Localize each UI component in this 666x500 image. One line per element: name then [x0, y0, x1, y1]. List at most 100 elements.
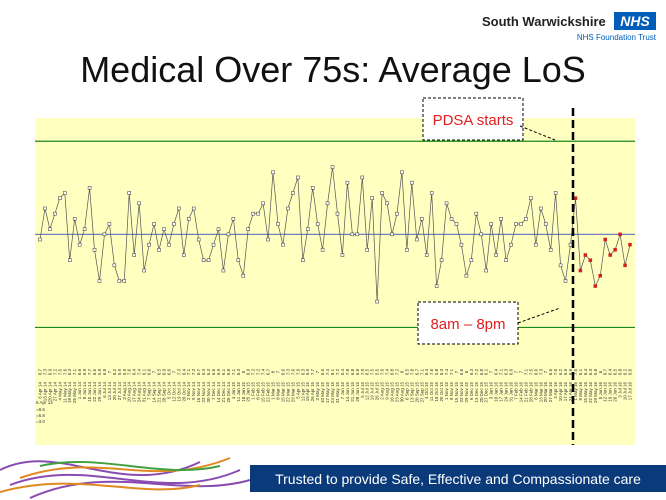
value-label: 7 — [315, 370, 320, 373]
data-point — [112, 263, 117, 268]
x-tick-label: 15 Nov 15 — [454, 382, 459, 403]
data-point — [553, 191, 558, 195]
value-label: 6.7 — [38, 368, 43, 375]
x-tick-label: 18 May 14 — [67, 382, 72, 404]
x-tick-label: 8 May 16 — [578, 382, 583, 401]
x-tick-label: 21 Sep 14 — [156, 382, 161, 403]
data-point — [43, 206, 47, 211]
value-label: 5.9 — [97, 368, 102, 375]
value-label: 8.1 — [330, 368, 335, 375]
data-point — [583, 253, 588, 257]
value-label: 7.3 — [176, 368, 181, 375]
data-point — [618, 232, 622, 237]
value-label: 6.9 — [216, 368, 221, 375]
x-tick-label: 7 Sep 14 — [147, 382, 152, 401]
value-label: 6.5 — [92, 368, 97, 375]
value-label: 7.6 — [429, 368, 434, 375]
x-tick-label: 31 Jan 16 — [509, 382, 514, 402]
value-label: 7.5 — [573, 368, 578, 375]
x-tick-label: 17 Jan 16 — [499, 382, 504, 402]
value-label: 6.6 — [628, 368, 633, 375]
x-tick-label: 14 Jun 15 — [345, 382, 350, 402]
data-point — [72, 217, 77, 221]
value-label: 6.6 — [568, 368, 573, 375]
data-point — [459, 242, 464, 247]
data-point — [365, 248, 369, 252]
x-tick-label: 29 Jun 14 — [97, 382, 102, 402]
legend-item: =6.8 — [36, 413, 45, 418]
x-tick-label: 20 Jul 14 — [112, 382, 117, 401]
data-point — [77, 242, 82, 247]
x-tick-label: 27 Dec 15 — [484, 382, 489, 403]
value-label: 7 — [107, 370, 112, 373]
data-point — [350, 232, 355, 237]
x-tick-label: 21 Feb 16 — [523, 382, 528, 403]
value-label: 6 — [464, 370, 469, 373]
data-point — [395, 211, 399, 216]
value-label: 7.1 — [231, 368, 236, 375]
footer-bar — [250, 465, 666, 492]
data-point — [320, 248, 325, 252]
data-point — [201, 258, 206, 262]
value-label: 7.5 — [370, 368, 375, 375]
value-label: 6.5 — [404, 368, 409, 375]
value-label: 6.5 — [548, 368, 553, 375]
value-label: 5.9 — [117, 368, 122, 375]
x-tick-label: 5 Jun 16 — [598, 382, 603, 400]
value-label: 6.1 — [578, 368, 583, 375]
x-tick-label: 30 Aug 15 — [399, 382, 404, 403]
swirl — [0, 457, 231, 493]
value-label: 7.4 — [325, 368, 330, 375]
x-tick-label: 11 May 14 — [62, 382, 67, 403]
x-tick-label: 6 Apr 14 — [38, 382, 43, 399]
value-label: 7.4 — [137, 368, 142, 375]
data-point — [301, 258, 305, 262]
value-label: 7.7 — [87, 368, 92, 375]
x-tick-label: 28 Jun 15 — [355, 382, 360, 402]
value-label: 7.9 — [360, 368, 365, 375]
x-tick-label: 17 Jul 16 — [628, 382, 633, 401]
data-point — [444, 201, 449, 206]
value-label: 6.4 — [340, 368, 345, 375]
data-point — [211, 242, 216, 247]
x-tick-label: 28 Sep 14 — [161, 382, 166, 403]
value-label: 7.6 — [380, 368, 385, 375]
data-point — [548, 248, 553, 252]
data-point — [519, 222, 523, 226]
value-label: 6.8 — [479, 368, 484, 375]
data-point — [563, 279, 568, 283]
value-label: 7.1 — [523, 368, 528, 375]
data-point — [315, 222, 320, 226]
x-tick-label: 26 Apr 15 — [310, 382, 315, 402]
value-label: 7.9 — [295, 368, 300, 375]
x-tick-label: 24 May 15 — [330, 382, 335, 404]
org-name: South Warwickshire — [482, 14, 606, 29]
x-tick-label: 27 Sep 15 — [419, 382, 424, 403]
data-point — [127, 191, 131, 195]
x-tick-label: 14 Dec 14 — [216, 382, 221, 403]
data-point — [296, 175, 300, 180]
x-tick-label: 26 Oct 14 — [181, 382, 186, 402]
value-label: 6.7 — [603, 368, 608, 375]
x-tick-label: 27 Apr 14 — [52, 382, 57, 402]
x-tick-label: 25 Oct 15 — [439, 382, 444, 402]
value-label: 7.2 — [335, 368, 340, 375]
x-tick-label: 10 May 15 — [320, 382, 325, 404]
x-tick-label: 17 May 15 — [325, 382, 330, 404]
value-label: 6.5 — [156, 368, 161, 375]
x-tick-label: 8 Feb 15 — [256, 382, 261, 400]
value-label: 6.4 — [181, 368, 186, 375]
value-label: 5.5 — [375, 368, 380, 375]
data-point — [578, 268, 583, 273]
x-tick-label: 13 Jul 14 — [107, 382, 112, 401]
value-label: 7.8 — [345, 368, 350, 375]
value-label: 6.6 — [533, 368, 538, 375]
x-tick-label: 20 Mar 16 — [543, 382, 548, 403]
annotation-arrow — [519, 125, 556, 141]
x-tick-label: 22 May 16 — [588, 382, 593, 404]
data-point — [360, 175, 365, 180]
data-point — [628, 242, 632, 247]
value-label: 6.1 — [221, 368, 226, 375]
value-label: 7.4 — [261, 368, 266, 375]
